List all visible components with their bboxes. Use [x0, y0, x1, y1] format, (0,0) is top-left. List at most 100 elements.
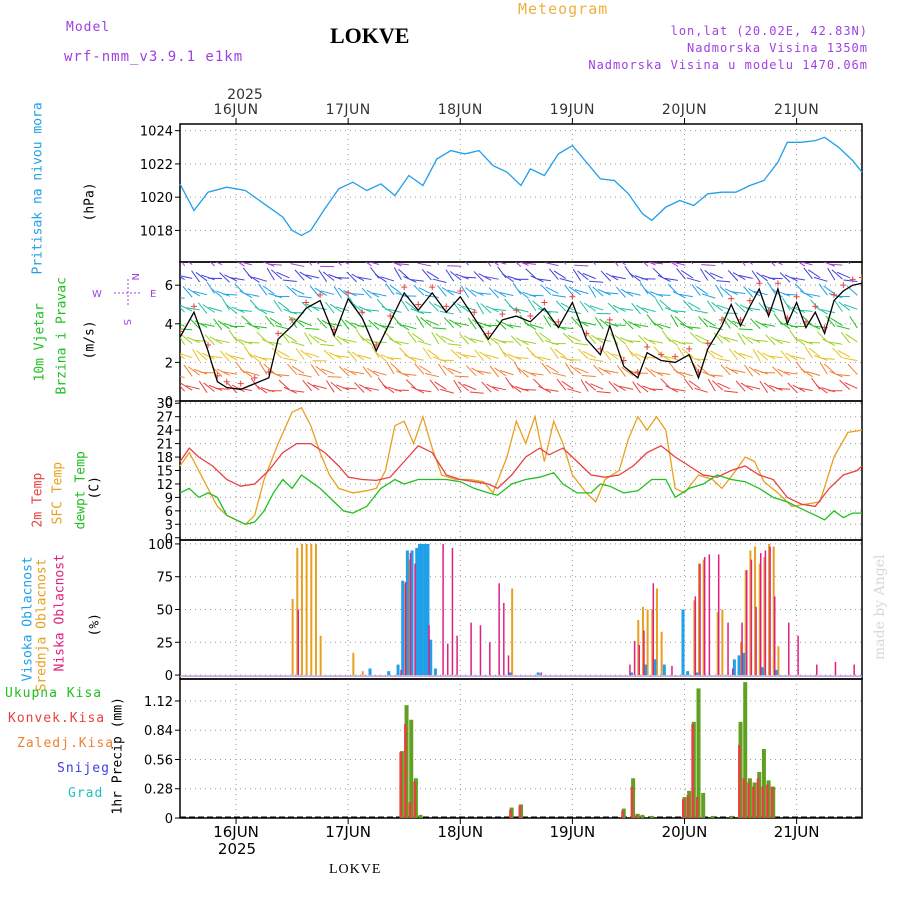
wind-barb: [783, 293, 798, 296]
wind-barb: [766, 281, 776, 294]
wind-barb: [440, 335, 454, 343]
wind-barb: [499, 340, 514, 343]
wind-barb: [707, 378, 716, 392]
cloud-bar-mid: [763, 557, 766, 676]
wind-barb: [651, 320, 664, 330]
wind-barb: [549, 346, 559, 360]
wind-barb: [462, 276, 477, 279]
wind-barb: [189, 318, 200, 329]
wind-barb: [291, 287, 305, 295]
cloud-bar-high: [420, 543, 424, 676]
wind-barb: [593, 364, 604, 376]
wind-barb: [183, 364, 193, 377]
wind-barb: [318, 269, 328, 282]
wind-barb: [305, 274, 320, 279]
wind-barb: [692, 362, 701, 376]
wind-barb: [188, 366, 200, 376]
precip-bar-total: [418, 814, 423, 818]
wind-barb: [761, 274, 776, 281]
wind-gust-marker: [527, 313, 534, 320]
wind-barb: [693, 358, 708, 361]
cloud-bar-high: [742, 652, 746, 676]
cloud-bar-low: [699, 563, 701, 676]
cloud-bar-mid: [768, 543, 771, 676]
wind-barb: [185, 385, 200, 390]
cloud-bar-mid: [698, 563, 701, 676]
y-tick-label: 9: [165, 491, 173, 506]
wind-barb: [671, 262, 686, 266]
precip-legend-frozen: Zaledj.Kisa: [17, 736, 115, 751]
wind-barb: [278, 379, 290, 390]
wind-barb: [534, 330, 544, 343]
wind-barb: [380, 354, 395, 361]
year-label-top: 2025: [227, 87, 263, 103]
wind-barb: [569, 364, 582, 375]
cloud-bar-low: [629, 664, 631, 676]
precip-bar-total: [649, 815, 654, 818]
wind-barb: [759, 380, 769, 393]
precip-bar-convective: [686, 795, 690, 818]
cloud-bar-low: [404, 581, 407, 676]
wind-gust-marker: [415, 301, 422, 308]
wind-barb: [387, 386, 402, 393]
wind-barb: [575, 318, 589, 327]
wind-gust-marker: [471, 309, 478, 316]
wind-barb: [614, 262, 619, 267]
wind-barb: [723, 390, 738, 394]
wind-gust-marker: [569, 293, 576, 300]
wind-barb: [180, 375, 185, 378]
wind-barb: [418, 287, 432, 295]
wind-barb: [193, 368, 208, 375]
wind-barb: [677, 346, 686, 359]
wind-barb: [216, 290, 230, 297]
wind-barb: [447, 367, 462, 374]
wind-barb: [567, 388, 581, 394]
wind-barb: [581, 375, 596, 377]
wind-barb: [666, 336, 679, 346]
wind-barb: [459, 333, 470, 345]
wind-barb: [239, 368, 253, 378]
cloud-bar-high: [429, 639, 433, 676]
wind-barb: [425, 319, 439, 326]
wind-barb: [797, 262, 806, 267]
wind-barb: [260, 309, 275, 314]
cloud-bar-mid: [300, 543, 303, 676]
wind-barb: [200, 323, 215, 327]
wind-barb: [335, 306, 350, 312]
wind-barb: [712, 380, 724, 391]
wind-barb: [510, 335, 522, 347]
wind-barb: [443, 317, 455, 329]
wind-barb: [465, 287, 477, 297]
wind-barb: [674, 316, 686, 327]
wind-barb: [568, 286, 582, 296]
wind-barb: [497, 266, 507, 279]
wind-barb: [301, 301, 313, 313]
wind-barb: [432, 327, 447, 330]
wind-barb: [562, 332, 574, 343]
wind-barb: [544, 340, 559, 346]
cloud-bar-low: [769, 546, 771, 676]
precip-bar-convective: [742, 778, 746, 818]
x-tick-label-bottom: 16JUN: [213, 823, 259, 841]
wind-barb: [591, 334, 604, 344]
wind-barb: [327, 322, 342, 327]
cloud-bar-low: [414, 563, 416, 676]
wind-gust-marker: [401, 284, 408, 291]
wind-barb: [307, 381, 320, 391]
wind-barb: [673, 369, 686, 378]
wind-barb: [768, 355, 783, 359]
precip-bar-convective: [404, 723, 407, 818]
wind-barb: [260, 357, 275, 360]
wind-barb: [572, 268, 582, 282]
wind-barb: [524, 321, 537, 330]
wind-barb: [548, 268, 559, 280]
cloud-bar-high: [423, 543, 427, 676]
wind-barb: [828, 263, 843, 266]
wind-barb: [689, 332, 701, 343]
wind-barb: [484, 354, 499, 359]
cloud-bar-high: [405, 550, 409, 676]
y-tick-label: 12: [156, 478, 173, 493]
wind-barb: [631, 302, 641, 315]
wind-barb: [335, 277, 350, 279]
wind-barb: [180, 276, 185, 281]
